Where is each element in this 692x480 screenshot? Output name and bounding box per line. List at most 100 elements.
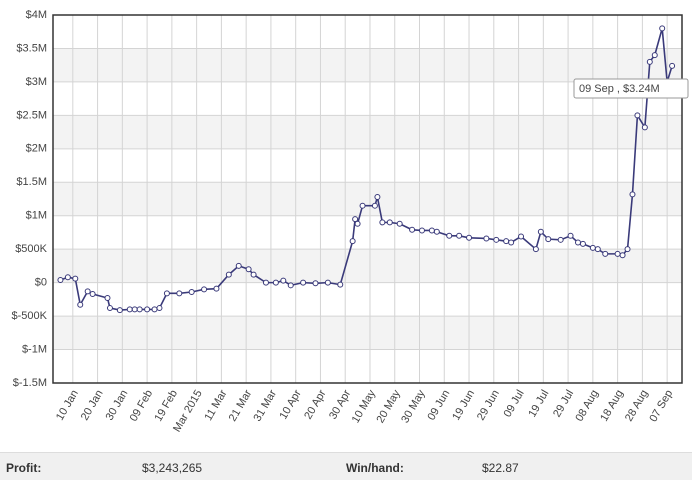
point-marker: [574, 239, 581, 246]
grid-band: [53, 316, 682, 350]
x-tick-label: 09 Jun: [425, 388, 452, 423]
point-marker: [379, 219, 386, 226]
x-tick-label: 08 Aug: [573, 388, 601, 424]
point-marker: [287, 282, 294, 289]
x-tick-label: 09 Feb: [128, 388, 156, 424]
point-marker: [359, 202, 366, 209]
y-tick-label: $-1M: [22, 343, 47, 355]
point-marker: [659, 25, 666, 32]
x-tick-label: 19 Jul: [526, 388, 551, 419]
point-marker: [245, 266, 252, 273]
x-tick-label: 10 Apr: [278, 388, 304, 422]
point-marker: [176, 290, 183, 297]
point-marker: [64, 274, 71, 281]
point-marker: [300, 279, 307, 286]
x-tick-label: 31 Mar: [252, 388, 280, 424]
x-tick-label: 30 May: [399, 388, 428, 426]
x-tick-label: 07 Sep: [647, 388, 675, 424]
x-tick-label: 30 Apr: [327, 388, 353, 422]
point-marker: [456, 232, 463, 239]
y-tick-label: $1.5M: [16, 176, 47, 188]
point-marker: [619, 252, 626, 259]
point-marker: [594, 246, 601, 253]
point-marker: [646, 58, 653, 65]
y-tick-label: $3.5M: [16, 42, 47, 54]
point-marker: [532, 246, 539, 253]
point-marker: [537, 228, 544, 235]
x-tick-label: 20 Apr: [302, 388, 328, 422]
point-marker: [579, 240, 586, 247]
point-marker: [602, 250, 609, 257]
x-tick-label: 30 Jan: [104, 388, 131, 423]
point-marker: [418, 227, 425, 234]
x-tick-label: 20 Jan: [79, 388, 106, 423]
point-marker: [104, 295, 111, 302]
point-marker: [641, 124, 648, 131]
x-tick-label: 11 Mar: [202, 388, 229, 423]
point-marker: [324, 279, 331, 286]
x-tick-label: 29 Jul: [551, 388, 576, 419]
point-marker: [409, 226, 416, 233]
grid-band: [53, 249, 682, 283]
win-label: Win/hand:: [346, 461, 404, 475]
tooltip-text: 09 Sep , $3.24M: [579, 83, 660, 95]
win-value: $22.87: [482, 461, 519, 475]
point-marker: [614, 250, 621, 257]
point-marker: [371, 202, 378, 209]
point-marker: [629, 191, 636, 198]
point-marker: [493, 236, 500, 243]
x-tick-label: 09 Jul: [502, 388, 527, 419]
point-marker: [250, 271, 257, 278]
point-marker: [89, 291, 96, 298]
point-marker: [352, 216, 359, 223]
point-marker: [136, 306, 143, 313]
point-marker: [337, 281, 344, 288]
point-marker: [72, 275, 79, 282]
tooltip-box: [573, 78, 689, 99]
x-tick-label: 18 Aug: [598, 388, 626, 424]
point-marker: [354, 220, 361, 227]
y-tick-label: $-1.5M: [13, 377, 47, 389]
point-marker: [634, 112, 641, 119]
y-tick-label: $2M: [26, 143, 47, 155]
point-marker: [518, 233, 525, 240]
y-tick-label: $-500K: [12, 310, 48, 322]
x-tick-label: 19 Jun: [450, 388, 477, 423]
point-marker: [163, 290, 170, 297]
point-marker: [131, 306, 138, 313]
point-marker: [651, 52, 658, 59]
chart: $-1.5M $-1M $-500K $0 $500K $1M $1.5M $2M $2.5M $…: [12, 9, 689, 434]
point-marker: [106, 305, 113, 312]
point-marker: [396, 220, 403, 227]
y-tick-label: $3M: [26, 76, 47, 88]
x-tick-label: 10 Jan: [54, 388, 81, 423]
point-marker: [201, 286, 208, 293]
point-marker: [116, 307, 123, 314]
point-marker: [312, 280, 319, 287]
point-marker: [433, 228, 440, 235]
y-tick-label: $500K: [15, 243, 47, 255]
point-marker: [84, 288, 91, 295]
point-marker: [349, 238, 356, 245]
point-marker: [483, 235, 490, 242]
point-marker: [567, 232, 574, 239]
point-marker: [213, 285, 220, 292]
point-marker: [235, 262, 242, 269]
point-marker: [374, 193, 381, 200]
point-marker: [669, 62, 676, 69]
point-marker: [225, 271, 232, 278]
y-tick-label: $2.5M: [16, 109, 47, 121]
footer: Profit: $3,243,265 Win/hand: $22.87: [0, 452, 692, 480]
point-marker: [151, 306, 158, 313]
point-marker: [280, 277, 287, 284]
point-marker: [126, 306, 133, 313]
point-marker: [589, 244, 596, 251]
y-tick-label: $0: [35, 277, 47, 289]
point-marker: [386, 219, 393, 226]
point-marker: [272, 279, 279, 286]
grid-band: [53, 182, 682, 216]
x-tick-label: 29 Jun: [475, 388, 502, 423]
point-marker: [77, 301, 84, 308]
point-marker: [156, 305, 163, 312]
